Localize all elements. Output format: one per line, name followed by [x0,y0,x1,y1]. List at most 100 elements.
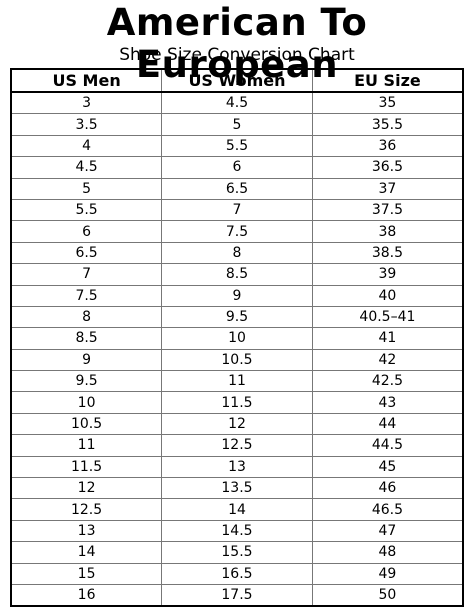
table-cell: 4.5 [10,156,163,179]
table-cell: 9 [161,284,313,307]
table-cell: 45 [311,455,464,479]
table-cell: 6 [161,156,313,179]
table-body: 3 4.5 35 3.5 5 35.5 4 5.5 36 4.5 6 36.5 5 6.5 37 5.5 7 37… [10,91,464,607]
table-cell: 13.5 [161,477,313,500]
table-cell: 12 [10,477,163,500]
table-cell: 10 [10,391,163,414]
table-row: 3.5 5 35.5 [10,113,464,136]
table-cell: 43 [311,391,464,414]
table-cell: 10 [161,327,313,350]
table-row: 7.5 9 40 [10,284,464,307]
table-cell: 5 [161,113,313,136]
table-cell: 6.5 [10,241,163,265]
table-cell: 16 [10,583,163,607]
table-cell: 37.5 [311,198,464,222]
table-cell: 17.5 [161,583,313,607]
table-cell: 9.5 [161,305,313,329]
table-cell: 13 [161,455,313,479]
table-cell: 40.5–41 [311,305,464,329]
table-cell: 6.5 [161,177,313,200]
table-row: 15 16.5 49 [10,562,464,585]
table-cell: 16.5 [161,562,313,585]
subtitle: Shoe Size Conversion Chart [119,45,355,65]
table-cell: 46.5 [311,498,464,521]
table-cell: 9.5 [10,370,163,393]
table-cell: 42 [311,348,464,372]
table-row: 5.5 7 37.5 [10,198,464,222]
table-row: 9 10.5 42 [10,348,464,372]
table-cell: 15.5 [161,541,313,564]
table-cell: 44.5 [311,434,464,457]
table-cell: 50 [311,583,464,607]
table-cell: 36 [311,134,464,158]
column-header: EU Size [311,68,464,93]
table-cell: 7.5 [10,284,163,307]
table-cell: 11.5 [10,455,163,479]
table-cell: 11.5 [161,391,313,414]
table-cell: 10.5 [161,348,313,372]
table-row: 13 14.5 47 [10,519,464,543]
table-row: 10.5 12 44 [10,412,464,436]
table-row: 4.5 6 36.5 [10,156,464,179]
table-cell: 4 [10,134,163,158]
table-row: 16 17.5 50 [10,583,464,607]
table-cell: 15 [10,562,163,585]
table-cell: 47 [311,519,464,543]
table-cell: 6 [10,220,163,243]
table-cell: 12 [161,412,313,436]
table-cell: 4.5 [161,91,313,115]
table-cell: 9 [10,348,163,372]
table-cell: 14 [161,498,313,521]
table-cell: 44 [311,412,464,436]
table-cell: 10.5 [10,412,163,436]
table-cell: 3.5 [10,113,163,136]
table-cell: 8.5 [10,327,163,350]
table-row: 11.5 13 45 [10,455,464,479]
table-cell: 49 [311,562,464,585]
table-row: 12 13.5 46 [10,477,464,500]
table-cell: 38.5 [311,241,464,265]
table-cell: 46 [311,477,464,500]
table-row: 7 8.5 39 [10,263,464,286]
table-cell: 7 [161,198,313,222]
table-cell: 8 [161,241,313,265]
table-cell: 14 [10,541,163,564]
table-row: 10 11.5 43 [10,391,464,414]
column-header: US Women [161,68,313,93]
table-cell: 48 [311,541,464,564]
table-row: 6 7.5 38 [10,220,464,243]
table-cell: 8 [10,305,163,329]
table-cell: 8.5 [161,263,313,286]
table-cell: 38 [311,220,464,243]
table-row: 8 9.5 40.5–41 [10,305,464,329]
table-cell: 39 [311,263,464,286]
table-row: 6.5 8 38.5 [10,241,464,265]
table-row: 8.5 10 41 [10,327,464,350]
table-cell: 41 [311,327,464,350]
table-cell: 37 [311,177,464,200]
table-row: 3 4.5 35 [10,91,464,115]
table-row: 4 5.5 36 [10,134,464,158]
table-cell: 5 [10,177,163,200]
table-cell: 3 [10,91,163,115]
table-row: 14 15.5 48 [10,541,464,564]
conversion-table: US Men US Women EU Size 3 4.5 35 3.5 5 35.5 4 5.5… [10,68,464,608]
table-cell: 11 [161,370,313,393]
table-cell: 42.5 [311,370,464,393]
table-cell: 12.5 [10,498,163,521]
table-cell: 35.5 [311,113,464,136]
table-row: 12.5 14 46.5 [10,498,464,521]
table-cell: 35 [311,91,464,115]
table-row: 9.5 11 42.5 [10,370,464,393]
table-row: 11 12.5 44.5 [10,434,464,457]
table-cell: 13 [10,519,163,543]
table-cell: 7.5 [161,220,313,243]
table-cell: 36.5 [311,156,464,179]
column-header: US Men [10,68,163,93]
header-row: US Men US Women EU Size [10,68,464,93]
table-cell: 14.5 [161,519,313,543]
table-cell: 12.5 [161,434,313,457]
table-cell: 11 [10,434,163,457]
table-cell: 7 [10,263,163,286]
